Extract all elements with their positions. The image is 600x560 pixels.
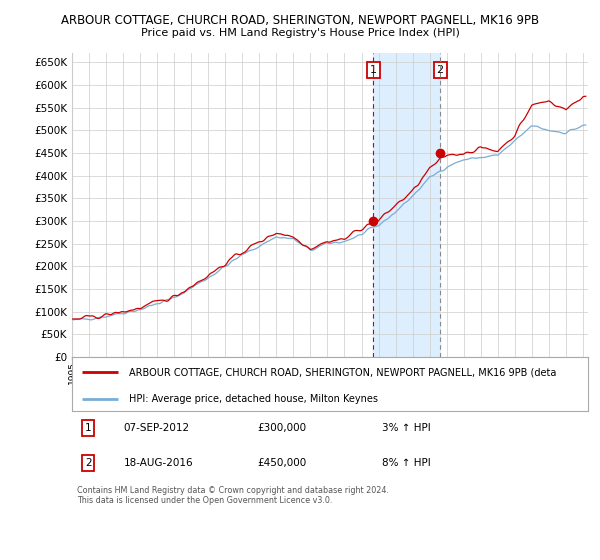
Text: 18-AUG-2016: 18-AUG-2016: [124, 458, 193, 468]
Bar: [373, 53, 440, 357]
Text: 2: 2: [437, 65, 444, 75]
Text: 1: 1: [370, 65, 377, 75]
Text: £450,000: £450,000: [258, 458, 307, 468]
Text: £300,000: £300,000: [258, 423, 307, 433]
Text: Price paid vs. HM Land Registry's House Price Index (HPI): Price paid vs. HM Land Registry's House …: [140, 28, 460, 38]
Text: ARBOUR COTTAGE, CHURCH ROAD, SHERINGTON, NEWPORT PAGNELL, MK16 9PB (deta: ARBOUR COTTAGE, CHURCH ROAD, SHERINGTON,…: [129, 367, 556, 377]
Text: ARBOUR COTTAGE, CHURCH ROAD, SHERINGTON, NEWPORT PAGNELL, MK16 9PB: ARBOUR COTTAGE, CHURCH ROAD, SHERINGTON,…: [61, 14, 539, 27]
Text: Contains HM Land Registry data © Crown copyright and database right 2024.
This d: Contains HM Land Registry data © Crown c…: [77, 486, 389, 505]
Text: 1: 1: [85, 423, 92, 433]
Text: 8% ↑ HPI: 8% ↑ HPI: [382, 458, 430, 468]
Text: 2: 2: [85, 458, 92, 468]
Text: 07-SEP-2012: 07-SEP-2012: [124, 423, 190, 433]
Text: 3% ↑ HPI: 3% ↑ HPI: [382, 423, 430, 433]
Text: HPI: Average price, detached house, Milton Keynes: HPI: Average price, detached house, Milt…: [129, 394, 378, 404]
